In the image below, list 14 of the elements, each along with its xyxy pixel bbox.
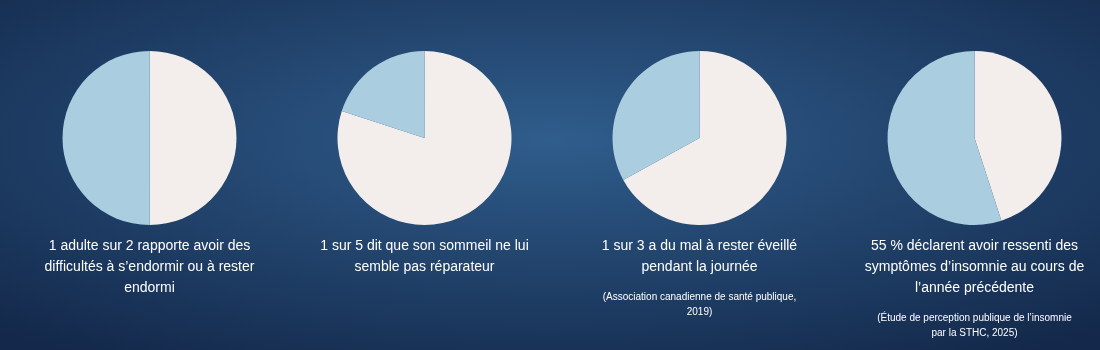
pie-slice <box>341 51 425 138</box>
text: 55 % déclarent avoir ressenti des symptômes d’insomnie au cours de l’année précédente <box>864 237 1085 295</box>
text: 1 adulte sur 2 rapporte avoir des difficultés à s’endormir ou à rester endormi <box>44 237 255 295</box>
pie-slice <box>887 51 1002 225</box>
pie-slice <box>612 51 700 180</box>
text: (Association canadienne de santé publique, 2019) <box>602 291 797 317</box>
text: (Étude de perception publique de l’insomnie par la STHC, 2025) <box>877 311 1073 338</box>
text: 1 sur 5 dit que son sommeil ne lui semble pas réparateur <box>320 237 529 274</box>
text: 1 sur 3 a du mal à rester éveillé pendant la journée <box>601 237 798 274</box>
pie-slice <box>62 51 150 225</box>
pie-slice <box>623 51 787 225</box>
pie-slice <box>974 51 1062 221</box>
pie-slice <box>149 51 237 225</box>
pie-slice <box>337 51 512 225</box>
